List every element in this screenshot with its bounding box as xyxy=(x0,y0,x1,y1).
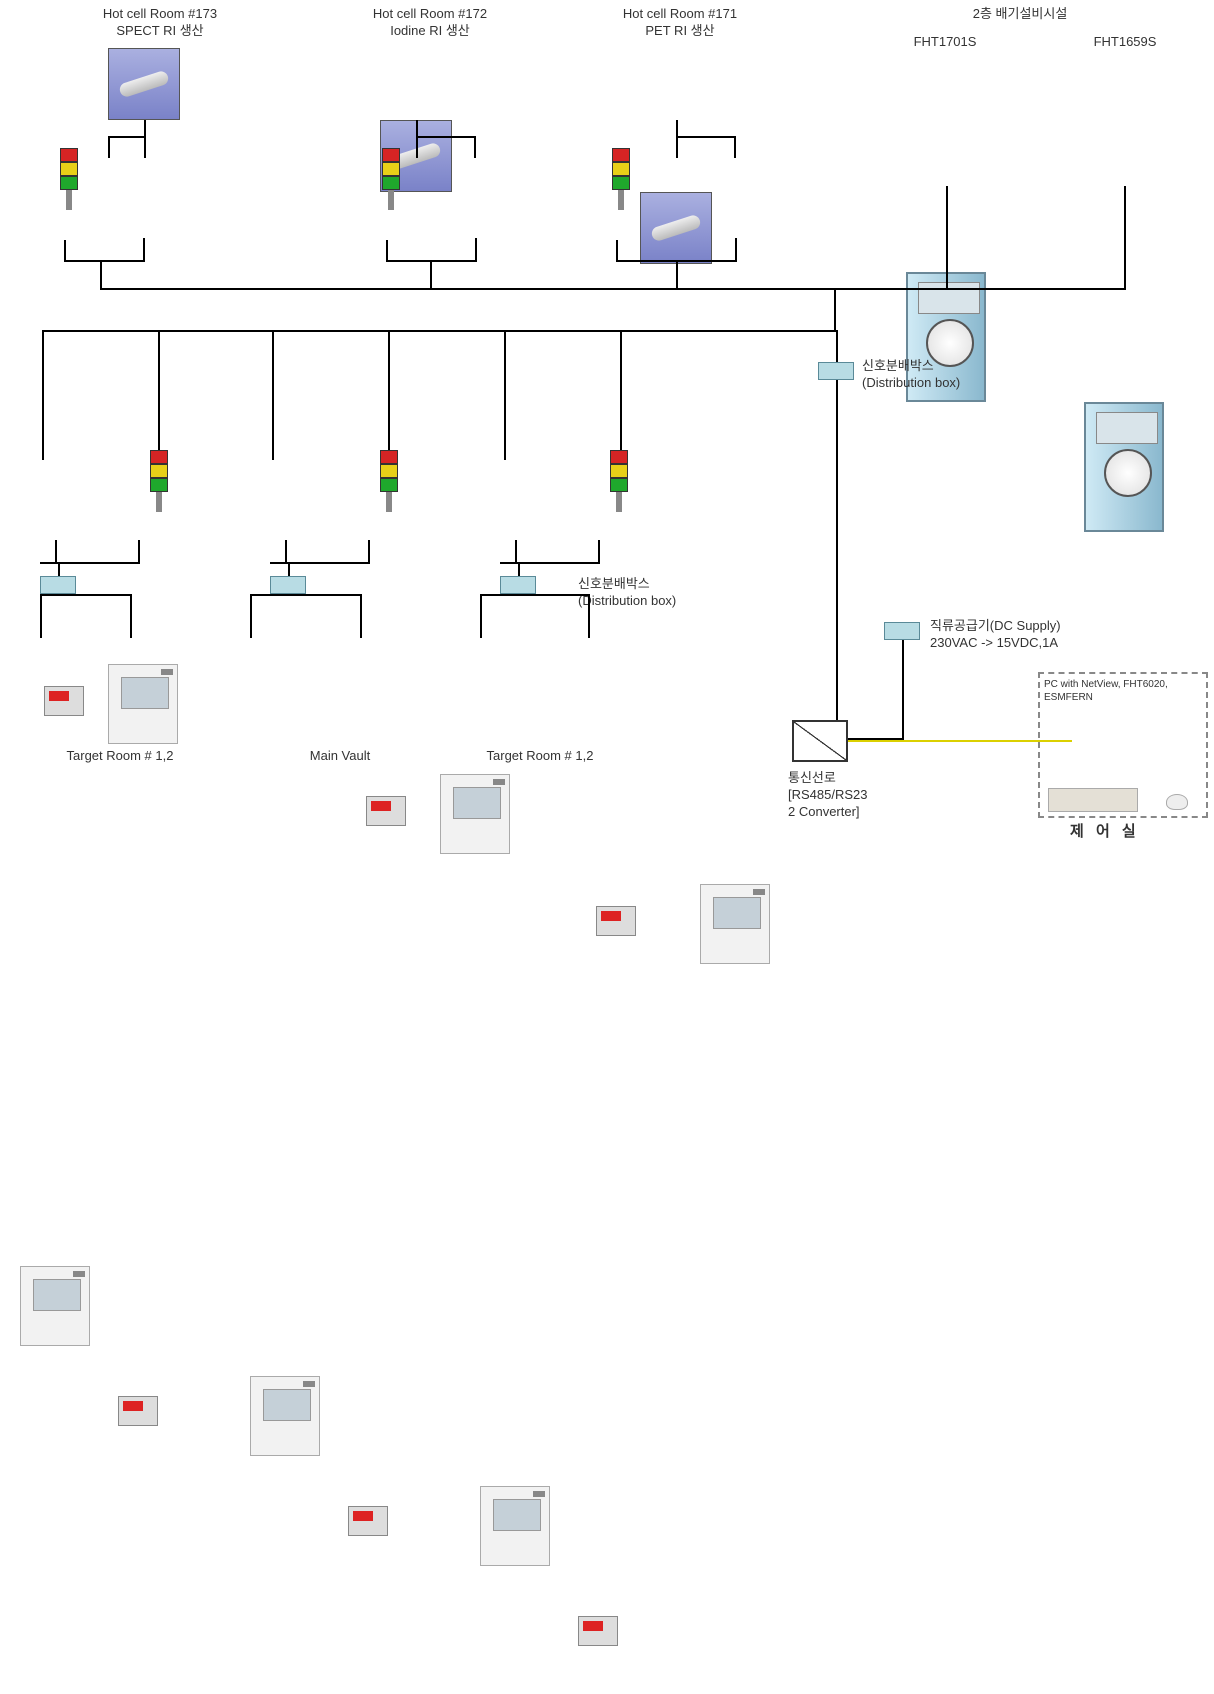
dc-supply-label: 직류공급기(DC Supply)230VAC -> 15VDC,1A xyxy=(930,618,1061,652)
cabinet-fht1659s-icon xyxy=(1084,402,1164,532)
rs485-converter-icon xyxy=(792,720,848,762)
room-173-label: Hot cell Room #173SPECT RI 생산 xyxy=(70,6,250,40)
dist-box-mid-label: 신호분배박스(Distribution box) xyxy=(578,576,676,610)
sensor-icon xyxy=(640,192,712,264)
distribution-box-icon xyxy=(40,576,76,594)
room-172-label: Hot cell Room #172Iodine RI 생산 xyxy=(340,6,520,40)
cabinet2-label: FHT1659S xyxy=(1080,34,1170,51)
target-room-12b-label: Target Room # 1,2 xyxy=(450,748,630,765)
pc-label: PC with NetView, FHT6020,ESMFERN xyxy=(1044,678,1208,704)
alarm-box-icon xyxy=(578,1616,618,1646)
stack-light-icon xyxy=(382,148,400,210)
alarm-box-icon xyxy=(596,906,636,936)
alarm-box-icon xyxy=(118,1396,158,1426)
room-171-label: Hot cell Room #171PET RI 생산 xyxy=(590,6,770,40)
alarm-box-icon xyxy=(366,796,406,826)
dc-supply-box-icon xyxy=(884,622,920,640)
display-unit-icon xyxy=(20,1266,90,1346)
alarm-box-icon xyxy=(348,1506,388,1536)
stack-light-icon xyxy=(380,450,398,512)
target-room-12-label: Target Room # 1,2 xyxy=(30,748,210,765)
distribution-box-icon xyxy=(818,362,854,380)
stack-light-icon xyxy=(60,148,78,210)
control-room-label: 제 어 실 xyxy=(1070,822,1140,842)
display-unit-icon xyxy=(480,1486,550,1566)
alarm-box-icon xyxy=(44,686,84,716)
display-unit-icon xyxy=(440,774,510,854)
keyboard-icon xyxy=(1048,788,1138,812)
distribution-box-icon xyxy=(500,576,536,594)
stack-light-icon xyxy=(150,450,168,512)
converter-label: 통신선로[RS485/RS232 Converter] xyxy=(788,770,898,821)
sensor-icon xyxy=(108,48,180,120)
main-vault-label: Main Vault xyxy=(280,748,400,765)
dist-box-label: 신호분배박스(Distribution box) xyxy=(862,358,960,392)
mouse-icon xyxy=(1166,794,1188,810)
display-unit-icon xyxy=(108,664,178,744)
stack-light-icon xyxy=(612,148,630,210)
display-unit-icon xyxy=(700,884,770,964)
display-unit-icon xyxy=(250,1376,320,1456)
cabinet1-label: FHT1701S xyxy=(900,34,990,51)
distribution-box-icon xyxy=(270,576,306,594)
floor2-label: 2층 배기설비시설 xyxy=(940,6,1100,23)
stack-light-icon xyxy=(610,450,628,512)
